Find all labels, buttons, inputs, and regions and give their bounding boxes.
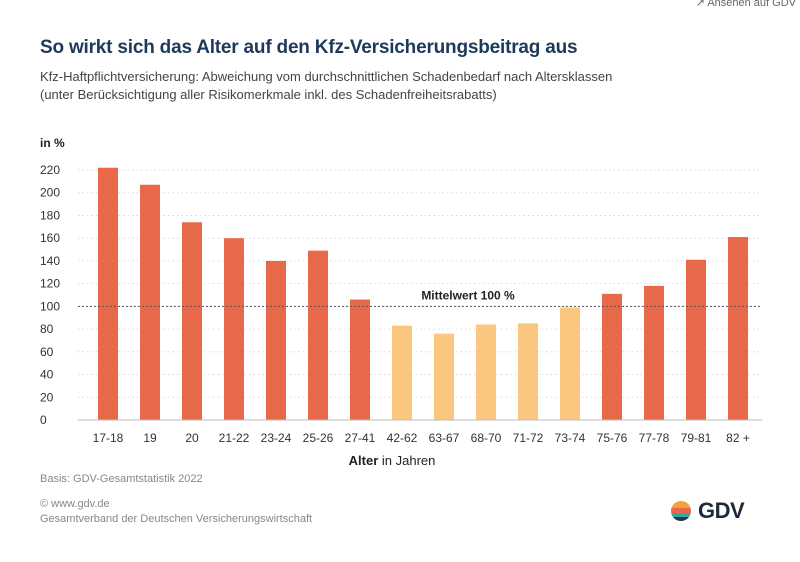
bar-68-70 bbox=[476, 324, 496, 420]
x-tick-label: 21-22 bbox=[219, 431, 250, 445]
bar-25-26 bbox=[308, 250, 328, 420]
x-tick-label: 17-18 bbox=[93, 431, 124, 445]
footer: © www.gdv.de Gesamtverband der Deutschen… bbox=[40, 497, 312, 527]
x-tick-label: 23-24 bbox=[261, 431, 292, 445]
bar-79-81 bbox=[686, 259, 706, 420]
subtitle-line-2: (unter Berücksichtigung aller Risikomerk… bbox=[40, 87, 497, 102]
bar-63-67 bbox=[434, 333, 454, 420]
x-tick-label: 20 bbox=[185, 431, 199, 445]
bar-19 bbox=[140, 184, 160, 420]
y-tick-label: 0 bbox=[40, 413, 47, 427]
corner-link[interactable]: ↗ Ansehen auf GDV bbox=[695, 0, 796, 9]
x-tick-label: 63-67 bbox=[429, 431, 460, 445]
x-tick-label: 42-62 bbox=[387, 431, 418, 445]
bar-75-76 bbox=[602, 293, 622, 420]
chart-subtitle: Kfz-Haftpflichtversicherung: Abweichung … bbox=[40, 68, 612, 104]
x-tick-label: 75-76 bbox=[597, 431, 628, 445]
y-tick-label: 140 bbox=[40, 254, 60, 268]
x-tick-label: 25-26 bbox=[303, 431, 334, 445]
y-tick-label: 220 bbox=[40, 163, 60, 177]
y-tick-label: 200 bbox=[40, 186, 60, 200]
y-tick-label: 40 bbox=[40, 368, 54, 382]
bar-42-62 bbox=[392, 325, 412, 420]
footer-organization: Gesamtverband der Deutschen Versicherung… bbox=[40, 513, 313, 525]
y-tick-label: 60 bbox=[40, 345, 54, 359]
footer-website[interactable]: © www.gdv.de bbox=[40, 498, 110, 510]
x-tick-label: 82 + bbox=[726, 431, 750, 445]
y-axis-unit: in % bbox=[40, 136, 65, 150]
mean-reference-label: Mittelwert 100 % bbox=[421, 288, 515, 302]
gdv-logo-icon bbox=[671, 501, 691, 521]
x-axis-label: Alter in Jahren bbox=[349, 453, 436, 468]
gdv-logo: GDV bbox=[670, 498, 745, 524]
y-tick-label: 160 bbox=[40, 231, 60, 245]
bar-20 bbox=[182, 222, 202, 420]
gdv-logo-text: GDV bbox=[698, 498, 745, 523]
x-tick-label: 79-81 bbox=[681, 431, 712, 445]
data-source: Basis: GDV-Gesamtstatistik 2022 bbox=[40, 473, 203, 485]
x-tick-label: 27-41 bbox=[345, 431, 376, 445]
y-tick-label: 100 bbox=[40, 299, 60, 313]
bar-23-24 bbox=[266, 260, 286, 420]
bar-21-22 bbox=[224, 238, 244, 420]
x-tick-label: 77-78 bbox=[639, 431, 670, 445]
x-tick-label: 19 bbox=[143, 431, 157, 445]
bar-17-18 bbox=[98, 167, 118, 420]
y-tick-label: 20 bbox=[40, 390, 54, 404]
bar-71-72 bbox=[518, 323, 538, 420]
y-tick-label: 180 bbox=[40, 208, 60, 222]
x-tick-label: 68-70 bbox=[471, 431, 502, 445]
bar-77-78 bbox=[644, 285, 664, 420]
bar-27-41 bbox=[350, 299, 370, 420]
x-tick-label: 73-74 bbox=[555, 431, 586, 445]
bar-82 bbox=[728, 237, 748, 420]
x-tick-label: 71-72 bbox=[513, 431, 544, 445]
subtitle-line-1: Kfz-Haftpflichtversicherung: Abweichung … bbox=[40, 69, 613, 84]
y-tick-label: 120 bbox=[40, 277, 60, 291]
y-tick-label: 80 bbox=[40, 322, 54, 336]
chart-title: So wirkt sich das Alter auf den Kfz-Vers… bbox=[40, 37, 578, 58]
bar-73-74 bbox=[560, 307, 580, 420]
